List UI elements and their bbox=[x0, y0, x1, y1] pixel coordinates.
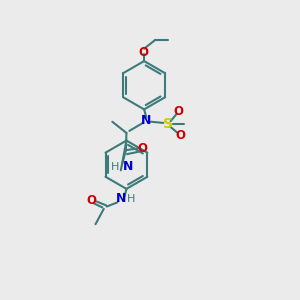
Text: O: O bbox=[175, 129, 185, 142]
Text: N: N bbox=[116, 192, 127, 206]
Text: O: O bbox=[137, 142, 147, 155]
Text: H: H bbox=[127, 194, 136, 205]
Text: O: O bbox=[174, 105, 184, 118]
Text: O: O bbox=[139, 46, 149, 59]
Text: N: N bbox=[123, 160, 133, 173]
Text: H: H bbox=[111, 162, 119, 172]
Text: N: N bbox=[141, 114, 152, 127]
Text: O: O bbox=[86, 194, 96, 207]
Text: S: S bbox=[163, 117, 173, 131]
